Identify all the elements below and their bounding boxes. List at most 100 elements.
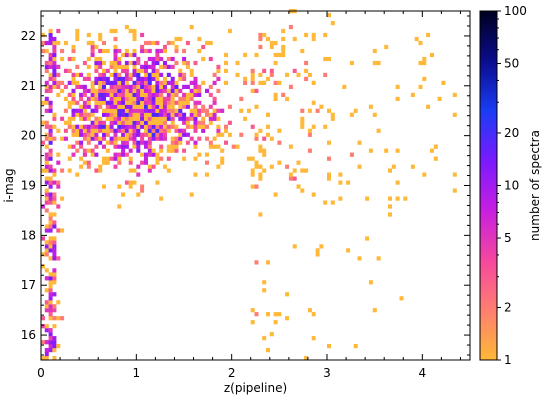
histogram-bin — [67, 168, 72, 173]
histogram-bin — [124, 68, 129, 73]
histogram-bin — [365, 236, 370, 241]
histogram-bin — [44, 156, 49, 161]
histogram-bin — [201, 108, 206, 113]
histogram-bin — [113, 96, 118, 101]
histogram-bin — [132, 120, 137, 125]
histogram-bin — [121, 132, 126, 137]
histogram-bin — [288, 172, 293, 177]
histogram-bin — [41, 48, 45, 54]
histogram-bin — [128, 108, 133, 113]
histogram-bin — [178, 36, 183, 42]
histogram-bin — [151, 108, 156, 113]
histogram-bin — [163, 120, 167, 125]
histogram-bin — [159, 116, 164, 121]
histogram-bin — [201, 104, 206, 109]
histogram-bin — [117, 84, 122, 89]
histogram-bin — [94, 132, 99, 137]
histogram-bin — [258, 172, 263, 177]
histogram-bin — [216, 164, 221, 169]
histogram-bin — [185, 84, 190, 89]
histogram-bin — [395, 196, 400, 201]
histogram-bin — [124, 152, 129, 157]
histogram-bin — [212, 136, 217, 141]
histogram-bin — [227, 28, 232, 34]
histogram-bin — [189, 92, 194, 97]
histogram-bin — [102, 132, 106, 137]
histogram-bin — [430, 148, 434, 153]
histogram-bin — [140, 48, 145, 54]
histogram-bin — [262, 148, 267, 153]
histogram-bin — [109, 140, 114, 145]
histogram-bin — [170, 104, 175, 109]
histogram-bin — [132, 116, 137, 121]
histogram-bin — [71, 56, 76, 62]
histogram-bin — [86, 100, 91, 105]
histogram-bin — [433, 144, 438, 149]
histogram-bin — [52, 36, 57, 42]
histogram-bin — [102, 108, 106, 113]
histogram-bin — [224, 52, 228, 58]
histogram-bin — [132, 64, 137, 69]
histogram-bin — [124, 128, 129, 133]
histogram-bin — [86, 40, 91, 46]
x-tick-label: 1 — [133, 366, 141, 380]
histogram-bin — [262, 280, 267, 285]
histogram-bin — [121, 80, 126, 85]
histogram-bin — [128, 124, 133, 129]
histogram-bin — [250, 320, 255, 325]
histogram-bin — [117, 144, 122, 149]
histogram-bin — [124, 76, 129, 81]
histogram-bin — [121, 68, 126, 73]
histogram-bin — [189, 108, 194, 113]
histogram-bin — [159, 72, 164, 77]
colorbar-tick-label: 100 — [504, 4, 527, 18]
histogram-bin — [208, 56, 213, 62]
histogram-bin — [388, 196, 392, 201]
histogram-bin — [178, 132, 183, 137]
histogram-bin — [208, 116, 213, 121]
histogram-bin — [94, 152, 99, 157]
histogram-bin — [41, 40, 45, 46]
histogram-bin — [98, 128, 103, 133]
histogram-bin — [197, 108, 202, 113]
histogram-bin — [71, 96, 76, 101]
histogram-bin — [178, 100, 183, 105]
histogram-bin — [121, 84, 126, 89]
histogram-bin — [41, 356, 45, 361]
histogram-bin — [71, 92, 76, 97]
histogram-bin — [330, 200, 335, 205]
histogram-bin — [132, 104, 137, 109]
histogram-bin — [144, 100, 148, 105]
histogram-bin — [422, 76, 427, 81]
histogram-bin — [94, 60, 99, 66]
histogram-bin — [193, 112, 198, 117]
histogram-bin — [185, 120, 190, 125]
histogram-bin — [300, 116, 305, 121]
histogram-bin — [105, 92, 110, 97]
histogram-bin — [136, 124, 141, 129]
histogram-bin — [307, 108, 312, 113]
histogram-bin — [124, 180, 129, 185]
histogram-bin — [269, 40, 274, 46]
histogram-bin — [155, 84, 160, 89]
histogram-bin — [132, 36, 137, 42]
histogram-bin — [174, 80, 179, 85]
histogram-bin — [102, 156, 106, 161]
histogram-bin — [307, 128, 312, 133]
histogram-bin — [109, 116, 114, 121]
histogram-bin — [56, 256, 61, 261]
histogram-bin — [144, 152, 148, 157]
histogram-bin — [48, 348, 53, 353]
y-tick-label: 16 — [21, 328, 36, 342]
histogram-bin — [48, 256, 53, 261]
histogram-bin — [117, 156, 122, 161]
histogram-bin — [102, 100, 106, 105]
histogram-bin — [163, 80, 167, 85]
histogram-bin — [258, 148, 263, 153]
histogram-bin — [250, 168, 255, 173]
histogram-bin — [216, 68, 221, 73]
histogram-bin — [212, 80, 217, 85]
histogram-bin — [109, 156, 114, 161]
histogram-bin — [79, 144, 84, 149]
histogram-bin — [323, 72, 328, 77]
